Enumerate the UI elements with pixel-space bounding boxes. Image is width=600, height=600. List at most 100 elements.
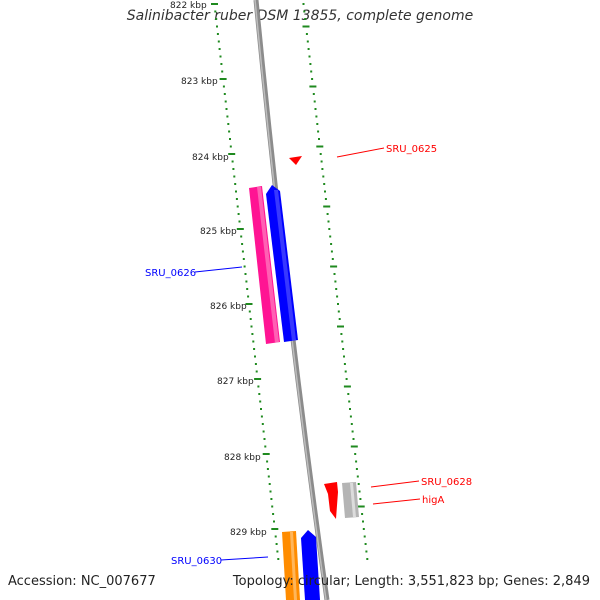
right-track-dot: [355, 460, 358, 463]
left-track-dot: [253, 348, 256, 350]
right-track-dot: [337, 303, 339, 305]
left-track-dot: [274, 535, 277, 538]
left-track-dot: [263, 438, 266, 440]
left-track-dot: [266, 468, 269, 470]
left-track-dot: [273, 520, 275, 523]
tick-label-823: 823 kbp: [181, 77, 218, 87]
right-track-tick-mark: [343, 385, 351, 388]
right-track-dot: [334, 280, 337, 283]
right-track-dot: [333, 273, 336, 275]
gene-label-sru-0628[interactable]: SRU_0628: [421, 477, 472, 488]
left-track-dot: [238, 220, 241, 223]
right-track-dot: [355, 468, 358, 470]
left-track-tick-mark: [245, 303, 253, 305]
left-track-tick-mark: [211, 3, 218, 5]
right-track-dot: [306, 40, 309, 43]
left-track-dot: [266, 460, 269, 463]
gene-label-sru-0625[interactable]: SRU_0625: [386, 144, 437, 155]
gene-label-higa[interactable]: higA: [422, 495, 444, 506]
left-track-dot: [215, 18, 218, 20]
right-track-dot: [338, 318, 341, 320]
right-track-dot: [347, 393, 350, 395]
left-track-dot: [222, 85, 225, 88]
left-track-dot: [276, 550, 279, 553]
right-track-dot: [337, 310, 340, 313]
right-track-dot: [351, 430, 354, 433]
left-track-dot: [237, 213, 240, 215]
right-track-dot: [321, 168, 324, 170]
right-track-dot: [336, 295, 339, 298]
left-dotted-track: [211, 3, 280, 560]
left-track-dot: [220, 63, 223, 65]
left-track-dot: [218, 48, 221, 50]
right-track-tick-mark: [309, 85, 317, 88]
gene-orange-highlight: [290, 532, 297, 600]
left-track-dot: [229, 145, 232, 148]
left-track-dot: [249, 318, 252, 320]
tick-label-825: 825 kbp: [200, 227, 237, 237]
left-track-tick-mark: [271, 528, 279, 530]
left-track-dot: [260, 415, 263, 418]
right-track-dot: [323, 183, 326, 185]
left-track-dot: [224, 100, 227, 103]
left-track-dot: [231, 160, 234, 163]
right-track-dot: [364, 543, 367, 545]
right-track-dot: [328, 228, 331, 230]
right-track-dot: [330, 243, 333, 245]
right-track-dot: [313, 100, 316, 103]
right-track-dot: [315, 115, 318, 118]
right-track-dot: [318, 138, 320, 140]
right-track-dot: [302, 3, 305, 5]
right-track-dot: [305, 33, 308, 35]
right-track-dot: [348, 400, 351, 403]
gene-label-sru-0630[interactable]: SRU_0630: [171, 556, 222, 567]
right-track-dot: [310, 70, 313, 73]
left-track-dot: [232, 168, 235, 170]
left-track-dot: [242, 258, 245, 260]
left-track-dot: [262, 430, 265, 433]
right-track-tick-mark: [302, 25, 310, 28]
left-track-dot: [217, 40, 220, 43]
tick-label-828: 828 kbp: [224, 453, 261, 463]
callout-sru-0625: [336, 147, 385, 158]
genome-stats-text: Topology: circular; Length: 3,551,823 bp…: [232, 574, 590, 589]
left-track-dot: [246, 288, 249, 290]
right-track-dot: [366, 558, 369, 560]
tick-label-827: 827 kbp: [217, 377, 254, 387]
right-track-dot: [350, 423, 353, 425]
left-track-dot: [240, 235, 243, 238]
right-track-dot: [340, 333, 343, 335]
gene-sru-0628[interactable]: [324, 482, 338, 519]
map-title: Salinibacter ruber DSM 13855, complete g…: [126, 8, 474, 24]
gene-sru-0630[interactable]: [301, 530, 320, 600]
right-track-dot: [359, 498, 362, 500]
right-track-dot: [303, 10, 306, 13]
right-track-dot: [356, 475, 359, 478]
left-track-dot: [216, 33, 219, 35]
right-track-dot: [335, 288, 338, 290]
left-track-tick-mark: [236, 228, 244, 230]
callout-sru-0630: [220, 556, 269, 561]
left-track-dot: [250, 325, 253, 328]
gene-label-sru-0626[interactable]: SRU_0626: [145, 268, 196, 279]
left-track-dot: [272, 513, 275, 515]
tick-label-829: 829 kbp: [230, 528, 267, 538]
left-track-dot: [234, 183, 237, 185]
accession-text: Accession: NC_007677: [8, 574, 156, 589]
gene-gray-highlight: [350, 483, 356, 517]
left-track-tick-mark: [262, 453, 270, 455]
left-track-dot: [252, 340, 255, 343]
left-track-dot: [260, 408, 262, 410]
tick-label-824: 824 kbp: [192, 153, 229, 163]
right-track-dot: [331, 258, 334, 260]
callout-sru-0626: [194, 266, 243, 273]
gene-sru-0625[interactable]: [289, 156, 302, 165]
left-track-dot: [271, 505, 274, 508]
right-track-dot: [317, 130, 320, 133]
left-track-dot: [259, 400, 262, 403]
right-track-dot: [326, 213, 329, 215]
right-track-dot: [354, 453, 357, 455]
left-track-dot: [214, 10, 217, 13]
right-track-dot: [324, 190, 326, 193]
